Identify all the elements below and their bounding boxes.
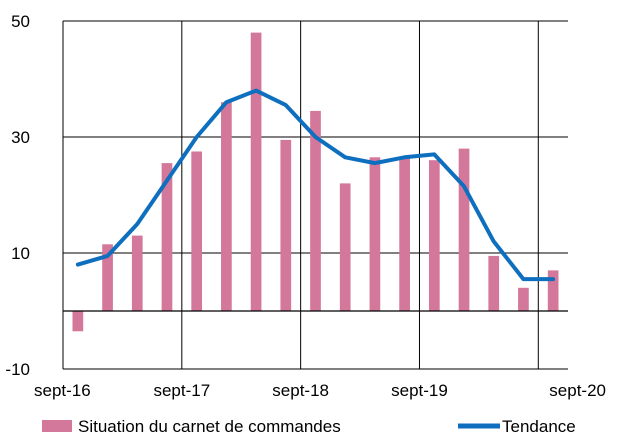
trend-line — [75, 88, 556, 282]
bar — [310, 110, 321, 312]
y-tick-label: 10 — [11, 244, 30, 263]
bar — [339, 183, 351, 311]
bar — [547, 270, 559, 311]
bar — [102, 244, 113, 311]
bar — [161, 163, 173, 311]
bar — [458, 148, 470, 311]
y-tick-label: 30 — [11, 128, 30, 147]
bar — [369, 157, 381, 311]
bar — [221, 102, 232, 311]
bar — [191, 151, 203, 311]
bar — [250, 32, 262, 311]
legend-swatch-bar — [42, 420, 72, 432]
x-tick-label: sept-18 — [272, 381, 329, 400]
x-tick-label: sept-20 — [549, 381, 606, 400]
bar — [399, 157, 410, 311]
x-axis-ticks: sept-16 sept-17 sept-18 sept-19 sept-20 — [34, 381, 606, 400]
axes — [62, 21, 568, 369]
x-tick-label: sept-19 — [391, 381, 448, 400]
bar-series — [72, 32, 559, 332]
x-tick-label: sept-17 — [153, 381, 210, 400]
bar — [72, 311, 84, 332]
bar — [428, 160, 440, 311]
legend-label-bar: Situation du carnet de commandes — [78, 417, 341, 436]
bar — [518, 287, 529, 311]
bar — [280, 139, 292, 311]
y-tick-label: -10 — [5, 360, 30, 379]
bar — [488, 255, 500, 311]
y-axis-ticks: 50 30 10 -10 — [5, 12, 30, 379]
y-tick-label: 50 — [11, 12, 30, 31]
legend: Situation du carnet de commandes Tendanc… — [42, 417, 576, 436]
x-tick-label: sept-16 — [34, 381, 91, 400]
bar — [131, 235, 143, 311]
legend-label-line: Tendance — [502, 417, 576, 436]
line-series — [75, 88, 556, 282]
